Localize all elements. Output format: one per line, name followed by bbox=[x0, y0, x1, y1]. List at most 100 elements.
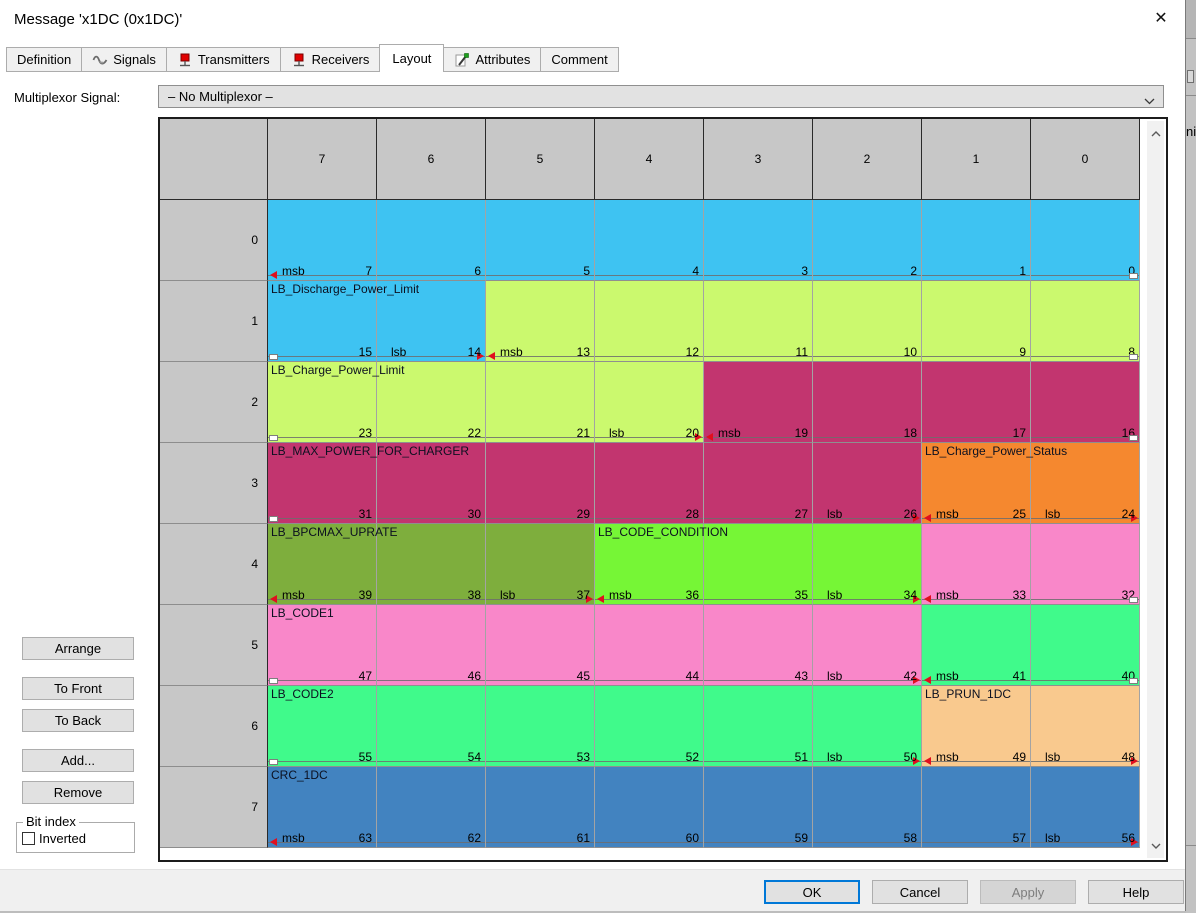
bit-cell-9[interactable]: 9 bbox=[922, 281, 1031, 362]
signal-extent-line bbox=[813, 275, 921, 276]
bit-cell-16[interactable]: 16 bbox=[1031, 362, 1140, 443]
signal-handle-icon bbox=[269, 354, 278, 360]
bit-cell-1[interactable]: 1 bbox=[922, 200, 1031, 281]
bit-cell-62[interactable]: 62 bbox=[377, 767, 486, 848]
help-button[interactable]: Help bbox=[1088, 880, 1184, 904]
bit-cell-49[interactable]: LB_PRUN_1DC msb 49 bbox=[922, 686, 1031, 767]
bit-cell-32[interactable]: 32 bbox=[1031, 524, 1140, 605]
bit-cell-47[interactable]: LB_CODE1 47 bbox=[268, 605, 377, 686]
bit-cell-40[interactable]: 40 bbox=[1031, 605, 1140, 686]
bit-cell-6[interactable]: 6 bbox=[377, 200, 486, 281]
bit-cell-43[interactable]: 43 bbox=[704, 605, 813, 686]
bit-cell-4[interactable]: 4 bbox=[595, 200, 704, 281]
bit-cell-29[interactable]: 29 bbox=[486, 443, 595, 524]
signal-extent-line bbox=[486, 599, 594, 600]
bit-cell-41[interactable]: msb 41 bbox=[922, 605, 1031, 686]
tab-attributes[interactable]: Attributes bbox=[444, 47, 542, 72]
bit-cell-28[interactable]: 28 bbox=[595, 443, 704, 524]
bit-cell-2[interactable]: 2 bbox=[813, 200, 922, 281]
bit-cell-30[interactable]: 30 bbox=[377, 443, 486, 524]
bit-cell-57[interactable]: 57 bbox=[922, 767, 1031, 848]
bit-cell-56[interactable]: lsb 56 bbox=[1031, 767, 1140, 848]
bit-cell-58[interactable]: 58 bbox=[813, 767, 922, 848]
lsb-marker-icon bbox=[695, 433, 702, 441]
bit-cell-54[interactable]: 54 bbox=[377, 686, 486, 767]
bit-cell-38[interactable]: 38 bbox=[377, 524, 486, 605]
checkbox-box[interactable] bbox=[22, 832, 35, 845]
signal-extent-line bbox=[704, 356, 812, 357]
ok-button[interactable]: OK bbox=[764, 880, 860, 904]
bit-number: 33 bbox=[1012, 588, 1026, 602]
scroll-up-icon[interactable] bbox=[1147, 124, 1164, 143]
bit-cell-61[interactable]: 61 bbox=[486, 767, 595, 848]
bit-cell-33[interactable]: msb 33 bbox=[922, 524, 1031, 605]
cancel-button[interactable]: Cancel bbox=[872, 880, 968, 904]
bit-cell-22[interactable]: 22 bbox=[377, 362, 486, 443]
arrange-button[interactable]: Arrange bbox=[22, 637, 134, 660]
tab-layout[interactable]: Layout bbox=[379, 44, 445, 72]
inverted-checkbox[interactable]: Inverted bbox=[22, 831, 86, 846]
multiplexor-signal-dropdown[interactable]: – No Multiplexor – bbox=[158, 85, 1164, 108]
to-front-button[interactable]: To Front bbox=[22, 677, 134, 700]
bit-cell-45[interactable]: 45 bbox=[486, 605, 595, 686]
bit-cell-46[interactable]: 46 bbox=[377, 605, 486, 686]
bit-cell-60[interactable]: 60 bbox=[595, 767, 704, 848]
bit-cell-12[interactable]: 12 bbox=[595, 281, 704, 362]
vertical-scrollbar[interactable] bbox=[1147, 121, 1164, 858]
bit-cell-53[interactable]: 53 bbox=[486, 686, 595, 767]
bit-cell-10[interactable]: 10 bbox=[813, 281, 922, 362]
bit-cell-36[interactable]: LB_CODE_CONDITION msb 36 bbox=[595, 524, 728, 605]
bit-cell-39[interactable]: LB_BPCMAX_UPRATE msb 39 bbox=[268, 524, 398, 605]
tab-transmitters[interactable]: Transmitters bbox=[166, 47, 281, 72]
bit-cell-19[interactable]: msb 19 bbox=[704, 362, 813, 443]
scroll-down-icon[interactable] bbox=[1147, 836, 1164, 855]
row-header-label: 5 bbox=[251, 638, 258, 652]
remove-button[interactable]: Remove bbox=[22, 781, 134, 804]
tab-definition[interactable]: Definition bbox=[6, 47, 83, 72]
to-back-button[interactable]: To Back bbox=[22, 709, 134, 732]
bit-cell-52[interactable]: 52 bbox=[595, 686, 704, 767]
bit-cell-14[interactable]: lsb 14 bbox=[377, 281, 486, 362]
bit-cell-55[interactable]: LB_CODE2 55 bbox=[268, 686, 377, 767]
bit-cell-0[interactable]: 0 bbox=[1031, 200, 1140, 281]
bit-cell-27[interactable]: 27 bbox=[704, 443, 813, 524]
add-button[interactable]: Add... bbox=[22, 749, 134, 772]
signal-handle-icon bbox=[1129, 435, 1138, 441]
bit-cell-5[interactable]: 5 bbox=[486, 200, 595, 281]
bit-cell-17[interactable]: 17 bbox=[922, 362, 1031, 443]
bit-cell-20[interactable]: lsb 20 bbox=[595, 362, 704, 443]
bit-cell-18[interactable]: 18 bbox=[813, 362, 922, 443]
bit-cell-7[interactable]: msb 7 bbox=[268, 200, 377, 281]
bit-cell-31[interactable]: LB_MAX_POWER_FOR_CHARGER 31 bbox=[268, 443, 469, 524]
bit-cell-8[interactable]: 8 bbox=[1031, 281, 1140, 362]
bit-cell-34[interactable]: lsb 34 bbox=[813, 524, 922, 605]
lsb-marker-icon bbox=[1131, 757, 1138, 765]
bit-cell-35[interactable]: 35 bbox=[704, 524, 813, 605]
tab-comment[interactable]: Comment bbox=[541, 47, 619, 72]
signal-extent-line bbox=[595, 518, 703, 519]
bit-cell-13[interactable]: msb 13 bbox=[486, 281, 595, 362]
bit-cell-21[interactable]: 21 bbox=[486, 362, 595, 443]
bit-cell-50[interactable]: lsb 50 bbox=[813, 686, 922, 767]
bit-cell-24[interactable]: lsb 24 bbox=[1031, 443, 1140, 524]
bit-cell-42[interactable]: lsb 42 bbox=[813, 605, 922, 686]
bit-cell-48[interactable]: lsb 48 bbox=[1031, 686, 1140, 767]
row-header: 7 bbox=[160, 767, 268, 848]
background-line bbox=[1186, 845, 1196, 846]
lsb-marker-icon bbox=[1131, 514, 1138, 522]
bit-cell-11[interactable]: 11 bbox=[704, 281, 813, 362]
bit-cell-44[interactable]: 44 bbox=[595, 605, 704, 686]
tab-receivers[interactable]: Receivers bbox=[280, 47, 381, 72]
bit-cell-3[interactable]: 3 bbox=[704, 200, 813, 281]
bit-cell-51[interactable]: 51 bbox=[704, 686, 813, 767]
bit-cell-15[interactable]: LB_Discharge_Power_Limit 15 bbox=[268, 281, 419, 362]
bit-cell-25[interactable]: LB_Charge_Power_Status msb 25 bbox=[922, 443, 1067, 524]
tab-signals[interactable]: Signals bbox=[82, 47, 167, 72]
bit-cell-63[interactable]: CRC_1DC msb 63 bbox=[268, 767, 377, 848]
bit-cell-59[interactable]: 59 bbox=[704, 767, 813, 848]
bit-cell-26[interactable]: lsb 26 bbox=[813, 443, 922, 524]
bit-number: 57 bbox=[1012, 831, 1026, 845]
bit-cell-37[interactable]: lsb 37 bbox=[486, 524, 595, 605]
close-button[interactable]: ✕ bbox=[1139, 0, 1183, 36]
bit-cell-23[interactable]: LB_Charge_Power_Limit 23 bbox=[268, 362, 404, 443]
